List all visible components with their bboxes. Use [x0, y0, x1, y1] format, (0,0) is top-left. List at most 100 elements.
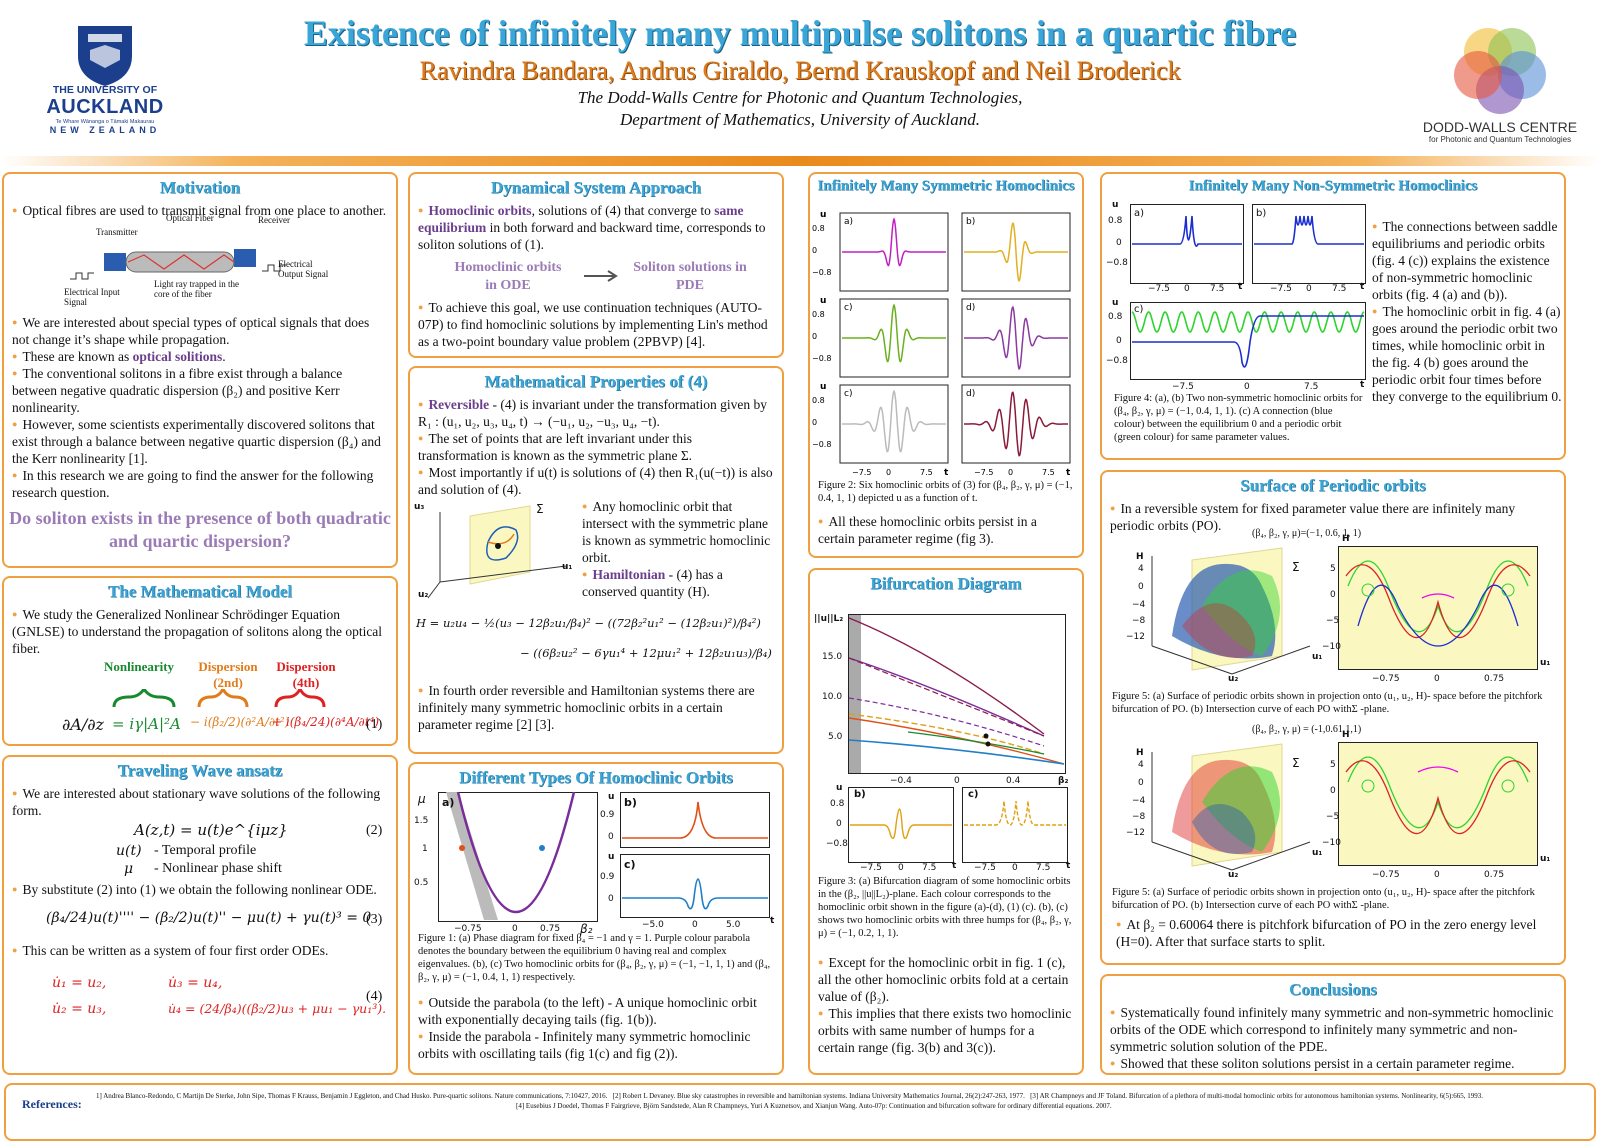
ansatz-panel: Traveling Wave ansatz We are interested … [2, 755, 398, 1075]
surf1b-Htick-3: −5 [1326, 616, 1340, 626]
bifb-xtick-3: 7.5 [922, 863, 937, 873]
surf1-axis-u1: u₁ [1312, 652, 1323, 662]
fiber-label: Optical Fiber [166, 213, 214, 223]
surface-p2: At β₂ = 0.60064 there is pitchfork bifur… [1108, 916, 1560, 950]
gnlse-4th-dispersion-term: + i(β₄/24)(∂⁴A/∂t⁴) [272, 715, 380, 729]
surf1b-Htick-4: −10 [1322, 642, 1341, 652]
nonsym-a-xtick-3: 7.5 [1210, 284, 1225, 294]
nonsym-panel: Infinitely Many Non-Symmetric Homoclinic… [1100, 172, 1566, 460]
optical-fiber-illustration [70, 249, 286, 280]
axis-u3: u₃ [414, 502, 425, 512]
figure-5b-caption: Figure 5: (a) Surface of periodic orbits… [1112, 887, 1535, 911]
p1-mid: , solutions of (4) that converge to [531, 203, 715, 218]
poster-affiliation: The Dodd-Walls Centre for Photonic and Q… [260, 87, 1340, 131]
soliton-pde-label: Soliton solutions in PDE [633, 260, 747, 293]
surf2-Htick-4: −8 [1132, 812, 1146, 822]
hamiltonian-highlight: Hamiltonian [592, 567, 666, 582]
y-tick-label: −0.8 [812, 268, 831, 277]
conclusions-p1: Systematically found infinitely many sym… [1102, 1004, 1564, 1055]
bif-ytick-2: 10.0 [822, 692, 843, 702]
bifb-axis-t: t [952, 861, 957, 871]
nonsym-label-c: c) [1134, 304, 1144, 315]
bifc-xtick-1: −7.5 [974, 863, 996, 873]
surface-param-1: (β₄, β₂, γ, μ)=(−1, 0.6, 1, 1) [1252, 528, 1362, 539]
nonsym-b-xtick-3: 7.5 [1332, 284, 1347, 294]
bifb-xtick-2: 0 [898, 863, 904, 873]
b-ytick-2: 0 [608, 832, 614, 842]
figure-5a: H 4 0 −4 −8 −12 Σ u₂ u₁ H 5 0 −5 −10 −0.… [1102, 534, 1564, 688]
axis-u-label: u [820, 382, 826, 392]
motivation-p6: In this research we are going to find th… [4, 467, 396, 501]
bif-xtick-1: −0.4 [890, 776, 912, 786]
header-divider [0, 156, 1600, 166]
axis-u2: u₂ [418, 590, 429, 600]
phase-xtick-2: 0 [512, 924, 518, 934]
nonsym-a-axis-t: t [1238, 282, 1243, 292]
reference-1: 1] Andrea Blanco-Redondo, C Martijn De S… [96, 1092, 608, 1100]
u-definition: - Temporal profile [154, 843, 257, 858]
surface-title: Surface of Periodic orbits [1240, 476, 1426, 495]
bifurcation-panel: Bifurcation Diagram ||u||L₂ 15.0 10.0 5.… [808, 568, 1084, 1075]
bifc-xtick-2: 0 [1012, 863, 1018, 873]
brace-icons [112, 689, 326, 708]
surf2b-Htick-3: −5 [1326, 812, 1340, 822]
research-question: Do soliton exists in the presence of bot… [9, 508, 391, 551]
homoclinic-mini-plot: c) [839, 298, 949, 378]
label-c: c) [624, 858, 636, 871]
figure-4-caption: Figure 4: (a), (b) Two non-symmetric hom… [1114, 393, 1363, 443]
types-p1: Outside the parabola (to the left) - A u… [410, 994, 782, 1028]
math-props-p4: Any homoclinic orbit that intersect with… [582, 498, 778, 566]
bif-xtick-2: 0 [954, 776, 960, 786]
surf1b-Htick-2: 0 [1330, 590, 1336, 600]
nonsym-c-ytick-2: 0 [1116, 336, 1122, 346]
symmetric-p1: All these homoclinic orbits persist in a… [810, 513, 1082, 547]
transmitter-label: Transmitter [96, 227, 138, 237]
eq4-d: u̇₄ = (24/β₄)((β₂/2)u₃ + μu₁ − γu₁³). [168, 1001, 387, 1016]
mu-definition: - Nonlinear phase shift [154, 861, 282, 876]
surf2b-xtick-3: 0.75 [1484, 870, 1505, 880]
references-list: 1] Andrea Blanco-Redondo, C Martijn De S… [96, 1091, 1586, 1111]
motivation-title: Motivation [159, 178, 241, 197]
figure-5b: H 4 0 −4 −8 −12 Σ u₂ u₁ H 5 0 −5 −10 −0.… [1102, 730, 1564, 884]
phase-xtick-1: −0.75 [454, 924, 482, 934]
nonsym-ytick-1: 0.8 [1108, 216, 1123, 226]
c-xtick-3: 5.0 [726, 920, 741, 930]
mini-plot-label: b) [966, 217, 975, 227]
homoclinic-curve [964, 391, 1068, 457]
surf2-axis-H: H [1136, 748, 1144, 758]
motivation-p3: These are known as optical solitions. [4, 348, 396, 365]
three-hump-b-plot [848, 787, 954, 863]
crest-icon [78, 26, 132, 86]
surf1-Htick-4: −8 [1132, 616, 1146, 626]
phase-diagram-plot [438, 792, 598, 922]
sigma-label: Σ [536, 502, 544, 516]
surf1-axis-u2: u₂ [1228, 674, 1239, 684]
dw-logo-line-1: DODD-WALLS CENTRE [1422, 119, 1578, 135]
eq2-number: (2) [366, 823, 383, 838]
dispersion-4th-label: Dispersion (4th) [276, 659, 336, 690]
university-of-auckland-logo: THE UNIVERSITY OF AUCKLAND Te Whare Wāna… [40, 20, 170, 150]
model-panel: The Mathematical Model We study the Gene… [2, 576, 398, 746]
nonsym-c-xtick-3: 7.5 [1304, 382, 1319, 392]
bifurcation-title: Bifurcation Diagram [870, 574, 1022, 593]
y-tick-label: 0 [812, 418, 817, 427]
homoclinic-mini-plot: c) [839, 384, 949, 464]
x-tick-label: 7.5 [1042, 468, 1055, 477]
homoclinic-curve [842, 303, 946, 363]
math-props-p6: In fourth order reversible and Hamiltoni… [410, 682, 782, 733]
homoclinic-b-plot [620, 792, 770, 848]
types-title: Different Types Of Homoclinic Orbits [459, 768, 733, 787]
mu-symbol: μ [124, 861, 134, 877]
nonsym-b-xtick-2: 0 [1306, 284, 1312, 294]
nonsym-p2: The homoclinic orbit in fig. 4 (a) goes … [1372, 303, 1562, 405]
logo-line-1: THE UNIVERSITY OF [52, 84, 158, 96]
types-panel: Different Types Of Homoclinic Orbits μ a… [408, 762, 784, 1075]
surface-3d-plot-2 [1151, 743, 1311, 871]
bif-ytick-1: 15.0 [822, 652, 843, 662]
nonsym-ytick-3: −0.8 [1106, 258, 1128, 268]
conclusions-p2: Showed that these soliton solutions pers… [1102, 1055, 1564, 1072]
conclusions-title: Conclusions [1289, 980, 1377, 999]
mini-plot-label: c) [844, 389, 852, 399]
surface-3d-plot-1 [1151, 547, 1311, 675]
homoclinic-curve [964, 305, 1068, 371]
